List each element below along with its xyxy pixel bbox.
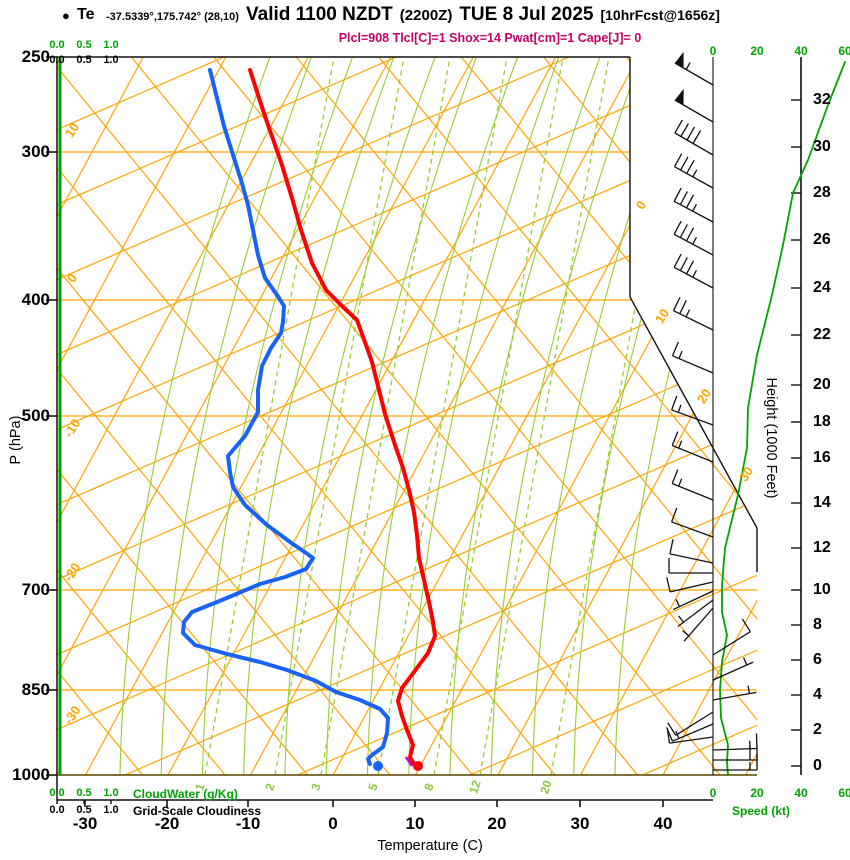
speed-scale-top-label: 0 (709, 44, 717, 58)
temperature-tick-label: -30 (72, 814, 98, 833)
speed-scale-bottom-label: 0 (709, 786, 717, 800)
height-tick-label: 32 (813, 91, 831, 108)
height-tick-label: 24 (813, 279, 831, 296)
height-axis-title: Height (1000 Feet) (763, 377, 779, 499)
pressure-tick-label: 1000 (12, 765, 50, 784)
height-tick-label: 16 (813, 449, 831, 466)
station-coordinates: -37.5339°,175.742° (28,10) (106, 11, 239, 23)
plot-frame (46, 56, 758, 807)
height-tick-label: 8 (813, 616, 822, 633)
speed-scale-top-label: 40 (794, 44, 808, 58)
height-tick-label: 2 (813, 721, 822, 738)
height-tick-label: 6 (813, 651, 822, 668)
height-tick-label: 12 (813, 539, 831, 556)
cloudiness-axis-title: Grid-Scale Cloudiness (133, 804, 262, 818)
station-name: Te (77, 6, 95, 23)
pressure-tick-label: 850 (21, 680, 50, 699)
cloud-scale-bottom-green-label: 0.5 (76, 787, 92, 799)
cloud-scale-top-green-label: 0.5 (76, 39, 92, 51)
pressure-tick-label: 500 (21, 406, 50, 425)
pressure-tick-label: 700 (21, 580, 50, 599)
cloud-scale-top-black-label: 1.0 (103, 54, 119, 66)
wind-speed-profile (719, 61, 846, 776)
pressure-tick-label: 400 (21, 290, 50, 309)
height-tick-label: 4 (813, 686, 822, 703)
height-tick-label: 28 (813, 184, 831, 201)
temperature-tick-label: 10 (405, 814, 425, 833)
valid-date: TUE 8 Jul 2025 (459, 4, 594, 25)
speed-scale-top-label: 20 (750, 44, 764, 58)
cloud-scale-top-green-label: 0.0 (49, 39, 65, 51)
dewpoint-curve (181, 68, 390, 766)
height-tick-label: 0 (813, 757, 822, 774)
temperature-axis-title: Temperature (C) (377, 838, 483, 854)
grid-lines (57, 57, 757, 775)
speed-scale-bottom-label: 40 (794, 786, 808, 800)
speed-axis-title: Speed (kt) (731, 804, 790, 818)
zulu-time: (2200Z) (399, 7, 453, 24)
temperature-tick-label: 30 (570, 814, 590, 833)
temperature-tick-label: 40 (653, 814, 673, 833)
height-tick-label: 22 (813, 326, 831, 343)
height-tick-label: 10 (813, 581, 831, 598)
cloudwater-axis-title: CloudWater (g/Kg) (133, 787, 238, 801)
pressure-tick-label: 250 (21, 47, 50, 66)
station-marker-icon: ● (62, 8, 70, 23)
wind-barbs (666, 51, 758, 771)
valid-time: Valid 1100 NZDT (246, 4, 393, 25)
cloud-scale-bottom-black-label: 1.0 (103, 804, 119, 816)
height-tick-label: 18 (813, 413, 831, 430)
height-tick-label: 14 (813, 494, 831, 511)
temperature-tick-label: -20 (154, 814, 180, 833)
speed-scale-bottom-label: 60 (838, 786, 850, 800)
temperature-curve (248, 68, 437, 766)
speed-scale-bottom-label: 20 (750, 786, 764, 800)
temperature-tick-label: 0 (328, 814, 338, 833)
right-axes (712, 57, 802, 775)
temperature-tick-label: 20 (487, 814, 507, 833)
height-tick-label: 26 (813, 231, 831, 248)
temperature-tick-label: -10 (235, 814, 261, 833)
cloud-scale-top-black-label: 0.5 (76, 54, 92, 66)
pressure-tick-label: 300 (21, 142, 50, 161)
cloud-scale-top-black-label: 0.0 (49, 54, 65, 66)
cloud-scale-top-green-label: 1.0 (103, 39, 119, 51)
cloud-scale-bottom-black-label: 0.5 (76, 804, 92, 816)
sounding-parameters: Plcl=908 Tlcl[C]=1 Shox=14 Pwat[cm]=1 Ca… (338, 31, 642, 45)
cloud-scale-bottom-green-label: 1.0 (103, 787, 119, 799)
speed-scale-top-label: 60 (838, 44, 850, 58)
cloud-scale-bottom-black-label: 0.0 (49, 804, 65, 816)
chart-title: Valid 1100 NZDT (2200Z) TUE 8 Jul 2025 [… (246, 4, 720, 26)
height-tick-label: 30 (813, 138, 831, 155)
forecast-hour: [10hrFcst@1656z] (600, 7, 720, 23)
cloud-scale-bottom-green-label: 0.0 (49, 787, 65, 799)
height-tick-label: 20 (813, 376, 831, 393)
surface-markers (373, 756, 423, 771)
